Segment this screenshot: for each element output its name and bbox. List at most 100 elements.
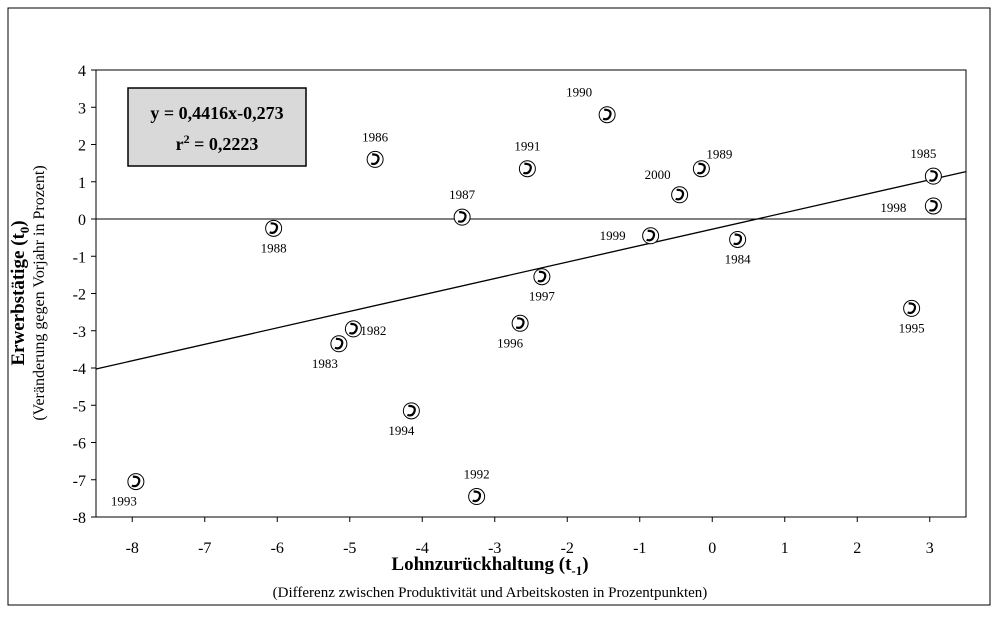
- x-tick-label: -1: [633, 540, 646, 557]
- frame: [7, 7, 991, 606]
- point-glyph: [696, 162, 706, 175]
- point-glyph: [675, 188, 685, 201]
- y-tick-label: 4: [78, 63, 86, 80]
- point-label: 1989: [706, 147, 732, 162]
- point-glyph: [602, 108, 612, 121]
- point: [533, 268, 551, 286]
- r2-sup: 2: [184, 132, 190, 146]
- r2-base: r: [176, 134, 184, 154]
- y-axis-title: Erwerbstätige (t0): [8, 220, 32, 365]
- point-label: 1992: [464, 467, 490, 482]
- point: [642, 227, 660, 245]
- x-tick-label: -8: [126, 540, 139, 557]
- point-glyph: [522, 162, 532, 175]
- point: [344, 320, 362, 338]
- point-glyph: [928, 199, 938, 212]
- point-label: 1984: [725, 251, 752, 266]
- x-tick-label: -6: [271, 540, 284, 557]
- point-glyph: [646, 229, 656, 242]
- point-glyph: [370, 153, 380, 166]
- point-label: 1993: [111, 494, 137, 509]
- point-glyph: [733, 233, 743, 246]
- equation-box: [127, 87, 307, 167]
- point: [598, 106, 616, 124]
- y-tick-label: 1: [78, 175, 86, 192]
- y-tick-label: 0: [78, 212, 86, 229]
- point: [265, 219, 283, 237]
- point: [924, 167, 942, 185]
- y-tick-label: -5: [73, 398, 86, 415]
- point-label: 1995: [899, 320, 925, 335]
- point-label: 1987: [449, 187, 476, 202]
- point-label: 1999: [600, 228, 626, 243]
- point-label: 1982: [360, 323, 386, 338]
- point-glyph: [907, 302, 917, 315]
- x-tick-label: -2: [561, 540, 574, 557]
- point-glyph: [928, 170, 938, 182]
- point: [127, 473, 145, 491]
- y-tick-label: -8: [73, 510, 86, 527]
- y-tick-label: -1: [73, 249, 86, 266]
- x-title-sub: -1: [571, 563, 582, 578]
- y-tick-label: 2: [78, 138, 86, 155]
- x-tick-label: 3: [926, 540, 934, 557]
- point: [511, 314, 529, 332]
- equation: y = 0,4416x-0,273: [150, 103, 283, 123]
- point: [518, 160, 536, 178]
- y-title-sub: 0: [17, 227, 32, 234]
- y-tick-label: -2: [73, 287, 86, 304]
- x-axis-note: (Differenz zwischen Produktivität und Ar…: [273, 585, 708, 601]
- point-glyph: [348, 322, 358, 335]
- x-tick-label: 0: [708, 540, 716, 557]
- y-tick-label: -6: [73, 436, 86, 453]
- point-glyph: [457, 211, 467, 223]
- point: [330, 335, 348, 353]
- point: [671, 186, 689, 204]
- point-label: 1997: [529, 289, 556, 304]
- y-tick-label: -7: [73, 473, 86, 490]
- point-glyph: [269, 222, 279, 234]
- point-glyph: [406, 404, 416, 417]
- point-label: 1996: [497, 335, 524, 350]
- y-title-text: Erwerbstätige (t: [8, 233, 29, 366]
- y-axis-note: (Veränderung gegen Vorjahr in Prozent): [31, 165, 48, 420]
- y-tick-label: 3: [78, 100, 86, 117]
- y-tick-label: -3: [73, 324, 86, 341]
- point-label: 1991: [514, 139, 540, 154]
- r-squared: r2 = 0,2223: [176, 132, 259, 154]
- point-label: 1998: [880, 200, 906, 215]
- x-title-text: Lohnzurückhaltung (t: [391, 554, 572, 575]
- point-glyph: [334, 337, 344, 350]
- trendline: [95, 170, 967, 370]
- point-label: 1985: [910, 146, 936, 161]
- x-tick-label: -4: [416, 540, 429, 557]
- point: [903, 299, 921, 317]
- x-tick-label: -3: [488, 540, 501, 557]
- point-label: 1994: [388, 423, 415, 438]
- point-glyph: [515, 317, 525, 329]
- point-label: 1983: [312, 356, 338, 371]
- r2-text: = 0,2223: [190, 134, 259, 154]
- x-tick-label: 2: [853, 540, 861, 557]
- y-tick-label: -4: [73, 361, 86, 378]
- x-tick-label: -5: [343, 540, 356, 557]
- point: [729, 230, 747, 248]
- point: [453, 208, 471, 226]
- y-title-end: ): [8, 220, 29, 226]
- point-label: 1986: [362, 129, 389, 144]
- x-tick-label: 1: [781, 540, 789, 557]
- point-label: 1990: [566, 85, 592, 100]
- point-glyph: [472, 490, 482, 503]
- point: [366, 150, 384, 168]
- point-glyph: [131, 475, 141, 488]
- point: [468, 488, 486, 506]
- point: [692, 160, 710, 178]
- x-axis-title: Lohnzurückhaltung (t-1): [391, 554, 588, 578]
- point-label: 1988: [261, 240, 287, 255]
- point-label: 2000: [645, 167, 671, 182]
- point-glyph: [537, 270, 547, 283]
- point: [924, 197, 942, 215]
- x-title-end: ): [582, 554, 588, 575]
